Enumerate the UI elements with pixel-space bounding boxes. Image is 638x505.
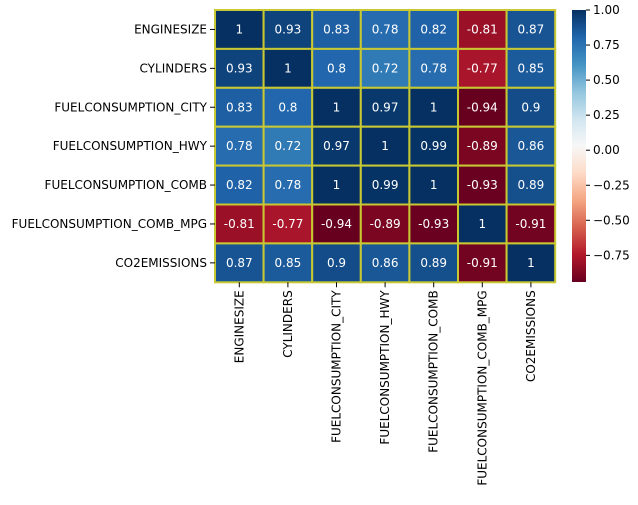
cell-value: -0.93 xyxy=(418,217,449,231)
heatmap-cell xyxy=(262,125,314,167)
cell-value: 1 xyxy=(333,100,341,114)
cell-value: 0.78 xyxy=(372,22,399,36)
heatmap-cell xyxy=(408,86,459,128)
cell-value: 0.83 xyxy=(323,22,350,36)
cell-value: 0.89 xyxy=(518,178,545,192)
heatmap-cell xyxy=(457,86,508,128)
cell-value: -0.81 xyxy=(467,22,498,36)
cell-value: -0.77 xyxy=(272,217,303,231)
cell-value: 0.78 xyxy=(226,139,253,153)
cell-value: 0.86 xyxy=(372,256,399,270)
column-label: CO2EMISSIONS xyxy=(524,290,538,382)
cell-value: 1 xyxy=(430,100,438,114)
cell-value: 0.9 xyxy=(521,100,540,114)
cell-value: 0.78 xyxy=(275,178,302,192)
column-label: ENGINESIZE xyxy=(232,290,246,363)
cell-value: 0.9 xyxy=(327,256,346,270)
colorbar-gradient xyxy=(572,10,586,282)
cell-value: 0.85 xyxy=(518,61,545,75)
cell-value: -0.91 xyxy=(467,256,498,270)
cell-value: -0.93 xyxy=(467,178,498,192)
cell-value: 0.87 xyxy=(226,256,253,270)
cell-value: 0.8 xyxy=(278,100,297,114)
colorbar-tick-label: −0.25 xyxy=(593,178,630,192)
cell-value: -0.89 xyxy=(467,139,498,153)
column-label: CYLINDERS xyxy=(281,290,295,357)
column-label: FUELCONSUMPTION_CITY xyxy=(330,290,344,443)
cell-value: -0.91 xyxy=(515,217,546,231)
colorbar: 1.00 0.75 0.50 0.25 0.00 −0.25 −0.50 −0.75 xyxy=(572,3,630,282)
colorbar-tick-label: 1.00 xyxy=(593,3,620,17)
cell-value: 0.97 xyxy=(323,139,350,153)
cell-value: 0.82 xyxy=(226,178,253,192)
colorbar-tick-label: −0.75 xyxy=(593,248,630,262)
colorbar-tick-label: 0.00 xyxy=(593,143,620,157)
heatmap-cell xyxy=(359,242,411,284)
heatmap-cell xyxy=(311,86,362,128)
colorbar-tick-label: 0.75 xyxy=(593,38,620,52)
cell-value: 0.99 xyxy=(420,139,447,153)
heatmap-cell xyxy=(311,164,362,206)
cell-value: -0.89 xyxy=(370,217,401,231)
cell-value: 1 xyxy=(235,22,243,36)
cell-value: 0.83 xyxy=(226,100,253,114)
row-labels: ENGINESIZE CYLINDERS FUELCONSUMPTION_CITY F… xyxy=(12,22,215,270)
cell-value: 0.87 xyxy=(518,22,545,36)
heatmap-cell xyxy=(408,47,459,89)
cell-value: 1 xyxy=(333,178,341,192)
row-label: FUELCONSUMPTION_HWY xyxy=(53,139,208,153)
cell-value: -0.77 xyxy=(467,61,498,75)
cell-value: 0.86 xyxy=(518,139,545,153)
heatmap-cell xyxy=(214,203,265,245)
column-label: FUELCONSUMPTION_HWY xyxy=(378,290,392,445)
heatmap-cell xyxy=(262,86,314,128)
cell-value: 1 xyxy=(284,61,292,75)
row-label: FUELCONSUMPTION_COMB xyxy=(45,178,207,192)
heatmap-cell xyxy=(214,164,265,206)
heatmap-cell xyxy=(262,203,314,245)
colorbar-tick-label: 0.25 xyxy=(593,108,620,122)
row-label: FUELCONSUMPTION_CITY xyxy=(54,100,207,114)
colorbar-tick-label: 0.50 xyxy=(593,73,620,87)
heatmap-cells: 1 0.93 0.83 0.78 0.82 -0.81 0.87 0.93 1 0.8 0.72 0.… xyxy=(214,9,557,284)
cell-value: 0.85 xyxy=(275,256,302,270)
cell-value: 0.93 xyxy=(226,61,253,75)
row-label: CO2EMISSIONS xyxy=(115,256,207,270)
cell-value: 0.72 xyxy=(372,61,399,75)
row-label: FUELCONSUMPTION_COMB_MPG xyxy=(12,217,207,231)
cell-value: 0.72 xyxy=(275,139,302,153)
column-label: FUELCONSUMPTION_COMB xyxy=(427,290,441,452)
cell-value: 0.82 xyxy=(420,22,447,36)
cell-value: 0.89 xyxy=(420,256,447,270)
heatmap-cell xyxy=(311,242,362,284)
column-labels: ENGINESIZE CYLINDERS FUELCONSUMPTION_CITY F… xyxy=(232,282,538,486)
cell-value: 1 xyxy=(381,139,389,153)
cell-value: -0.94 xyxy=(467,100,498,114)
row-label: ENGINESIZE xyxy=(134,22,207,36)
cell-value: 0.93 xyxy=(275,22,302,36)
row-label: CYLINDERS xyxy=(140,61,207,75)
cell-value: 1 xyxy=(478,217,486,231)
cell-value: 1 xyxy=(430,178,438,192)
colorbar-tick-label: −0.50 xyxy=(593,213,630,227)
cell-value: 1 xyxy=(527,256,535,270)
cell-value: 0.78 xyxy=(420,61,447,75)
heatmap-cell xyxy=(457,125,508,167)
heatmap-cell xyxy=(457,242,508,284)
cell-value: 0.8 xyxy=(327,61,346,75)
heatmap-cell xyxy=(311,47,362,89)
cell-value: 0.97 xyxy=(372,100,399,114)
column-label: FUELCONSUMPTION_COMB_MPG xyxy=(475,290,489,485)
cell-value: -0.94 xyxy=(321,217,352,231)
cell-value: 0.99 xyxy=(372,178,399,192)
cell-value: -0.81 xyxy=(224,217,255,231)
